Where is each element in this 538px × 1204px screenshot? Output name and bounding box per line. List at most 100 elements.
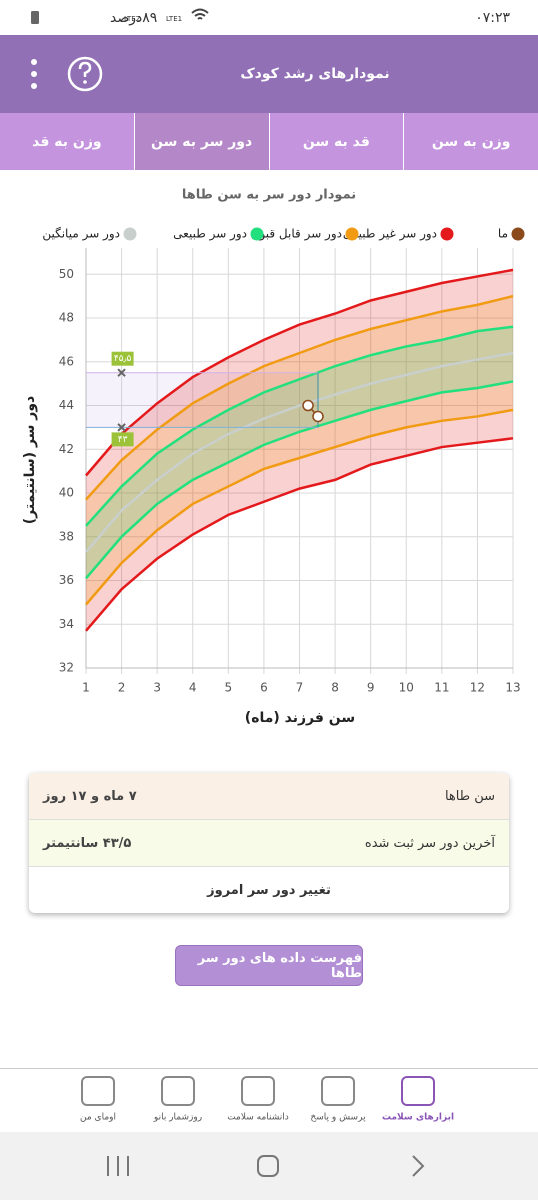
system-nav-icons [107, 1155, 425, 1177]
system-nav [0, 1132, 538, 1200]
x-tick-label: 2 [118, 681, 126, 695]
help-glyph [78, 61, 92, 77]
x-axis-label: سن فرزند (ماه) [245, 710, 355, 726]
tab-bar: وزن به قد دور سر به سن قد به سن وزن به س… [0, 113, 538, 170]
x-tick-label: 7 [296, 681, 304, 695]
marker-label: ۴۵٫۵ [114, 354, 132, 364]
tab[interactable]: قد به سن [268, 113, 404, 170]
menu-dot[interactable] [31, 71, 37, 77]
nav-item[interactable]: پرسش و پاسخ [310, 1076, 366, 1123]
band-area [86, 326, 513, 579]
x-tick-label: 12 [470, 681, 485, 695]
status-icons: ۸۹درصد LTE2 LTE1 ۰۷:۲۳ [31, 8, 510, 26]
legend-label: ما [498, 227, 508, 241]
band-area [86, 269, 513, 631]
header-bar: نمودارهای رشد کودک [31, 56, 390, 92]
series-line [85, 408, 514, 606]
child-point [302, 399, 314, 412]
x-tick-label: 9 [367, 681, 375, 695]
band-area [86, 296, 513, 605]
help-glyph-dot [83, 80, 87, 84]
series-line [85, 351, 514, 553]
summary-card: سن طاها ۷ ماه و ۱۷ روز آخرین دور سر ثبت … [29, 773, 509, 913]
row-label: آخرین دور سر ثبت شده [364, 835, 495, 851]
legend-label: دور سر طبیعی [173, 227, 247, 242]
legend-swatch [511, 227, 525, 241]
bottom-nav-items: ابزارهای سلامت پرسش و پاسخ دانشنامه سلامت ر… [80, 1076, 454, 1123]
recent-button[interactable] [107, 1156, 129, 1176]
tab[interactable]: وزن به سن [403, 113, 538, 170]
battery-icon [31, 11, 39, 24]
series-line [85, 294, 514, 501]
x-tick-label: 3 [153, 681, 161, 695]
legend-swatch [345, 227, 359, 241]
legend-swatch [440, 227, 454, 241]
summary-row: آخرین دور سر ثبت شده ۴۳/۵ سانتیمتر [29, 820, 509, 867]
x-tick-label: 1 [82, 681, 90, 695]
y-tick-label: 34 [59, 617, 74, 631]
tab[interactable]: وزن به قد [32, 133, 102, 150]
y-tick-label: 36 [59, 573, 74, 587]
home-button[interactable] [257, 1155, 279, 1177]
nav-icon [81, 1076, 115, 1106]
wifi-icon [191, 8, 209, 20]
legend-label: دور سر غیر طبیعی [343, 227, 437, 242]
tab[interactable]: دور سر به سن [133, 113, 269, 170]
battery-text: ۸۹درصد [110, 10, 157, 26]
summary-row: سن طاها ۷ ماه و ۱۷ روز [29, 773, 509, 820]
marker-cross [117, 368, 126, 377]
y-tick-label: 38 [59, 529, 74, 543]
help-icon[interactable] [67, 56, 103, 92]
signal-label: LTE1 [166, 15, 182, 23]
status-bar: ۸۹درصد LTE2 LTE1 ۰۷:۲۳ [0, 0, 538, 35]
y-tick-label: 50 [59, 267, 74, 281]
legend-swatch [123, 227, 137, 241]
nav-item[interactable]: دانشنامه سلامت [227, 1076, 289, 1123]
highlight-range [86, 372, 319, 428]
series-line [85, 268, 514, 477]
nav-icon [321, 1076, 355, 1106]
x-tick-label: 8 [331, 681, 339, 695]
chart-title: نمودار دور سر به سن طاها [182, 188, 356, 203]
row-label: سن طاها [444, 788, 495, 804]
marker-label-box [111, 432, 134, 447]
nav-item[interactable]: ابزارهای سلامت [382, 1076, 454, 1123]
row-value: ۴۳/۵ سانتیمتر [43, 835, 132, 851]
y-axis-label: دور سر (سانتیمتر) [22, 396, 38, 525]
x-tick-label: 10 [399, 681, 414, 695]
y-tick-label: 42 [59, 442, 74, 456]
legend-label: دور سر میانگین [42, 227, 120, 242]
x-tick-label: 6 [260, 681, 268, 695]
marker-label: ۴۳ [118, 435, 128, 445]
nav-label: ابزارهای سلامت [382, 1113, 454, 1123]
time: ۰۷:۲۳ [475, 10, 510, 26]
x-tick-label: 5 [225, 681, 233, 695]
nav-label: روزشمار بانو [153, 1113, 202, 1123]
y-tick-label: 48 [59, 311, 74, 325]
y-tick-label: 32 [59, 661, 74, 675]
list-button[interactable]: فهرست داده های دور سر طاها [175, 945, 363, 986]
marker-label-box [111, 351, 134, 366]
menu-dot[interactable] [31, 59, 37, 65]
nav-icon [161, 1076, 195, 1106]
nav-item[interactable]: اومای من [80, 1076, 116, 1123]
x-tick-label: 4 [189, 681, 197, 695]
nav-label: دانشنامه سلامت [227, 1113, 289, 1123]
series-line [85, 380, 514, 580]
series-line [85, 325, 514, 527]
x-tick-label: 11 [434, 681, 449, 695]
legend-swatch [250, 227, 264, 241]
nav-icon [241, 1076, 275, 1106]
back-button[interactable] [412, 1155, 425, 1177]
y-tick-label: 40 [59, 486, 74, 500]
row-value: ۷ ماه و ۱۷ روز [43, 788, 137, 804]
chart: نمودار دور سر به سن طاها سن فرزند (ماه) … [22, 188, 525, 726]
x-tick-label: 13 [505, 681, 520, 695]
y-tick-label: 44 [59, 398, 74, 412]
nav-item[interactable]: روزشمار بانو [153, 1076, 202, 1123]
nav-label: اومای من [80, 1113, 116, 1123]
menu-dot[interactable] [31, 83, 37, 89]
change-action[interactable]: تغییر دور سر امروز [207, 882, 331, 898]
series-line [85, 437, 514, 632]
